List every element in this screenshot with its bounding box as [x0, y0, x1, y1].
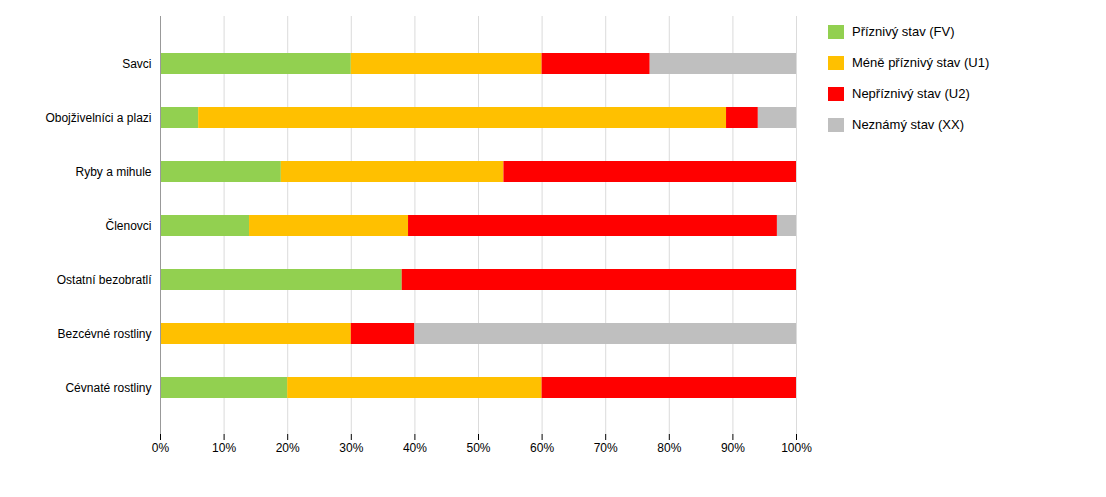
svg-text:Cévnaté rostliny: Cévnaté rostliny: [65, 381, 151, 395]
svg-text:40%: 40%: [403, 441, 427, 455]
svg-text:100%: 100%: [781, 441, 812, 455]
html-text:Méně příznivý stav (U1): Méně příznivý stav (U1): [852, 55, 990, 70]
svg-text:50%: 50%: [466, 441, 490, 455]
svg-text:20%: 20%: [276, 441, 300, 455]
html-text:Nepříznivý stav (U2): Nepříznivý stav (U2): [852, 86, 970, 101]
svg-text:Členovci: Členovci: [105, 218, 151, 233]
svg-text:Bezcévné rostliny: Bezcévné rostliny: [57, 327, 151, 341]
svg-text:90%: 90%: [721, 441, 745, 455]
svg-text:Savci: Savci: [122, 57, 151, 71]
svg-text:10%: 10%: [212, 441, 236, 455]
html-text:Příznivý stav (FV): Příznivý stav (FV): [852, 24, 955, 39]
html-text:Neznámý stav (XX): Neznámý stav (XX): [852, 117, 964, 132]
svg-text:Ryby a mihule: Ryby a mihule: [75, 165, 151, 179]
svg-text:Ostatní bezobratlí: Ostatní bezobratlí: [57, 273, 152, 287]
svg-text:30%: 30%: [339, 441, 363, 455]
svg-text:60%: 60%: [530, 441, 554, 455]
svg-text:70%: 70%: [594, 441, 618, 455]
svg-text:0%: 0%: [152, 441, 170, 455]
svg-text:80%: 80%: [657, 441, 681, 455]
svg-text:Obojživelníci a plazi: Obojživelníci a plazi: [45, 111, 151, 125]
